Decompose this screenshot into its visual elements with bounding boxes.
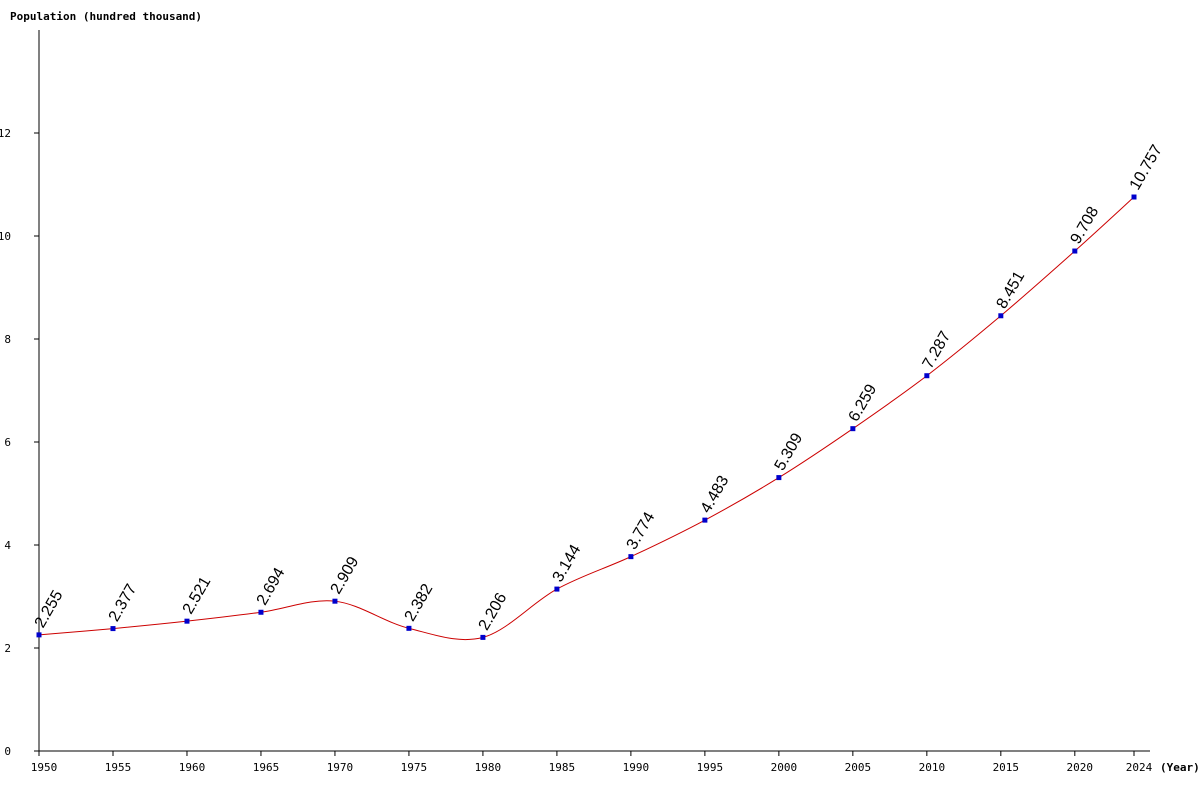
data-label: 4.483 (698, 473, 733, 516)
x-tick-label: 1995 (697, 761, 724, 774)
x-tick-label: 1970 (327, 761, 354, 774)
y-axis-ticks: 0 2 4 6 8 10 12 (0, 127, 39, 758)
data-label: 2.377 (106, 581, 141, 624)
data-point-marker (1072, 248, 1078, 254)
x-tick-label: 2010 (919, 761, 946, 774)
data-label: 2.521 (180, 574, 215, 617)
data-label: 2.382 (402, 581, 437, 624)
data-label: 7.287 (920, 328, 955, 371)
data-label: 8.451 (994, 269, 1029, 312)
data-point-marker (110, 626, 116, 632)
data-label: 2.255 (32, 588, 67, 631)
y-tick-label: 4 (4, 539, 11, 552)
data-label: 5.309 (772, 430, 807, 473)
x-tick-label: 1985 (549, 761, 576, 774)
data-label: 2.909 (328, 554, 363, 597)
x-tick-label: 1975 (401, 761, 428, 774)
data-point-marker (628, 554, 634, 560)
x-tick-label: 2024 (1126, 761, 1153, 774)
data-point-marker (702, 517, 708, 523)
data-point-marker (36, 632, 42, 638)
data-label: 10.757 (1127, 142, 1166, 193)
x-tick-label: 2005 (845, 761, 872, 774)
y-axis-title: Population (hundred thousand) (10, 10, 202, 23)
data-point-marker (258, 609, 264, 615)
data-point-marker (406, 625, 412, 631)
x-axis-ticks: 1950 1955 1960 1965 1970 1975 1980 1985 1990 1995… (31, 751, 1153, 774)
data-point-marker (1131, 194, 1137, 200)
data-point-marker (480, 634, 486, 640)
y-tick-label: 10 (0, 230, 11, 243)
data-point-markers (36, 194, 1137, 640)
x-tick-label: 2015 (993, 761, 1020, 774)
y-tick-label: 12 (0, 127, 11, 140)
y-tick-label: 0 (4, 745, 11, 758)
x-tick-label: 2000 (771, 761, 798, 774)
y-tick-label: 6 (4, 436, 11, 449)
data-point-marker (184, 618, 190, 624)
data-point-marker (998, 313, 1004, 319)
data-point-marker (776, 475, 782, 481)
data-point-marker (850, 426, 856, 432)
data-point-marker (554, 586, 560, 592)
y-tick-label: 8 (4, 333, 11, 346)
x-tick-label: 1955 (105, 761, 132, 774)
data-point-marker (332, 598, 338, 604)
x-tick-label: 1990 (623, 761, 650, 774)
data-label: 6.259 (846, 381, 881, 424)
x-tick-label: 1965 (253, 761, 280, 774)
data-label: 9.708 (1068, 204, 1103, 247)
x-tick-label: 1980 (475, 761, 502, 774)
x-tick-label: 1960 (179, 761, 206, 774)
x-axis-title: (Year) (1160, 761, 1200, 774)
y-tick-label: 2 (4, 642, 11, 655)
data-point-marker (924, 373, 930, 379)
data-label: 2.694 (254, 565, 289, 608)
population-line (38, 196, 1135, 641)
x-tick-label: 1950 (31, 761, 58, 774)
x-tick-label: 2020 (1067, 761, 1094, 774)
